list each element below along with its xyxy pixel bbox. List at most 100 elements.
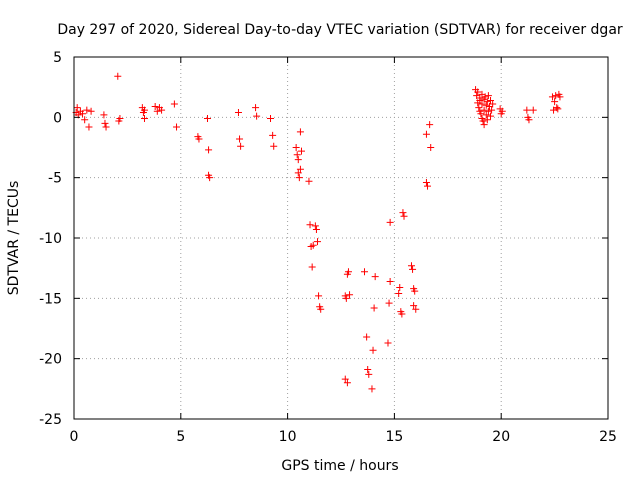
data-point <box>554 105 562 113</box>
data-point <box>396 283 404 291</box>
data-point <box>398 310 406 318</box>
data-point <box>364 366 372 374</box>
data-point <box>140 106 148 114</box>
data-point <box>498 107 506 115</box>
y-tick-label: 5 <box>53 50 62 66</box>
data-point <box>205 146 213 154</box>
data-point <box>360 268 368 276</box>
data-point <box>342 294 350 302</box>
data-point <box>314 238 322 246</box>
data-point <box>370 304 378 312</box>
data-point <box>484 107 492 115</box>
data-point <box>234 109 242 117</box>
data-point <box>488 106 496 114</box>
data-point <box>523 106 531 114</box>
x-axis-label: GPS time / hours <box>281 458 398 474</box>
data-point <box>309 241 317 249</box>
data-point <box>479 117 487 125</box>
data-point <box>525 116 533 124</box>
data-point <box>341 375 349 383</box>
data-point <box>100 111 108 119</box>
data-point <box>315 292 323 300</box>
data-point <box>296 165 304 173</box>
data-point <box>204 115 211 123</box>
y-tick-labels: 5 0 -5 -10 -15 -20 -25 <box>39 50 62 428</box>
y-tick-label: -15 <box>39 291 62 307</box>
data-point <box>206 174 214 182</box>
data-point <box>475 104 483 112</box>
data-point <box>346 291 354 299</box>
data-point <box>411 287 419 295</box>
data-point <box>487 112 495 120</box>
data-point <box>153 107 161 115</box>
data-point <box>369 346 377 354</box>
data-point <box>385 299 393 307</box>
x-tick-label: 0 <box>70 429 79 445</box>
data-point <box>170 100 178 108</box>
x-tick-label: 20 <box>492 429 510 445</box>
data-point <box>237 142 245 150</box>
data-point <box>102 123 110 131</box>
data-point <box>317 305 325 313</box>
data-point <box>79 110 87 118</box>
x-tick-label: 5 <box>176 429 185 445</box>
data-point <box>116 115 124 123</box>
data-point <box>483 98 491 106</box>
data-point <box>140 115 148 123</box>
data-point <box>343 379 351 387</box>
data-point <box>297 147 305 155</box>
data-point <box>101 119 109 127</box>
data-point <box>424 182 432 190</box>
data-point <box>151 102 159 110</box>
data-point <box>312 226 320 234</box>
data-point <box>474 88 482 96</box>
data-point <box>294 169 302 177</box>
y-axis-label: SDTVAR / TECUs <box>6 181 22 296</box>
data-point <box>477 110 485 118</box>
data-point <box>365 370 373 378</box>
y-tick-label: -25 <box>39 412 62 428</box>
x-tick-label: 15 <box>385 429 403 445</box>
data-point <box>409 265 417 273</box>
x-tick-label: 25 <box>599 429 617 445</box>
data-point <box>344 268 352 276</box>
data-point <box>482 101 490 109</box>
data-point <box>295 174 303 182</box>
data-point <box>306 221 314 229</box>
data-point <box>548 93 556 101</box>
data-point <box>553 104 561 112</box>
data-point <box>253 112 261 120</box>
data-point <box>173 123 181 131</box>
data-point <box>386 277 394 285</box>
data-point <box>236 135 244 143</box>
data-point <box>292 144 300 151</box>
data-point <box>478 100 486 108</box>
data-point <box>363 333 371 341</box>
data-point <box>308 263 316 271</box>
y-tick-label: -10 <box>39 231 62 247</box>
data-point <box>427 144 435 151</box>
data-point <box>114 72 122 80</box>
data-point <box>482 111 490 119</box>
data-point <box>400 212 408 220</box>
data-point <box>552 92 560 100</box>
data-point <box>270 142 278 150</box>
data-point <box>422 178 430 186</box>
data-point <box>480 106 488 114</box>
chart-title: Day 297 of 2020, Sidereal Day-to-day VTE… <box>57 22 623 38</box>
data-points <box>72 72 564 393</box>
data-point <box>422 130 430 138</box>
data-point <box>311 222 319 230</box>
data-point <box>158 106 166 114</box>
data-point <box>412 305 420 313</box>
data-point <box>368 385 376 393</box>
data-point <box>407 262 415 270</box>
y-tick-label: -20 <box>39 352 62 368</box>
data-point <box>480 121 488 129</box>
data-point <box>294 156 302 164</box>
data-point <box>87 107 95 115</box>
data-point <box>489 100 497 108</box>
data-point <box>481 93 489 101</box>
data-point <box>269 131 277 139</box>
